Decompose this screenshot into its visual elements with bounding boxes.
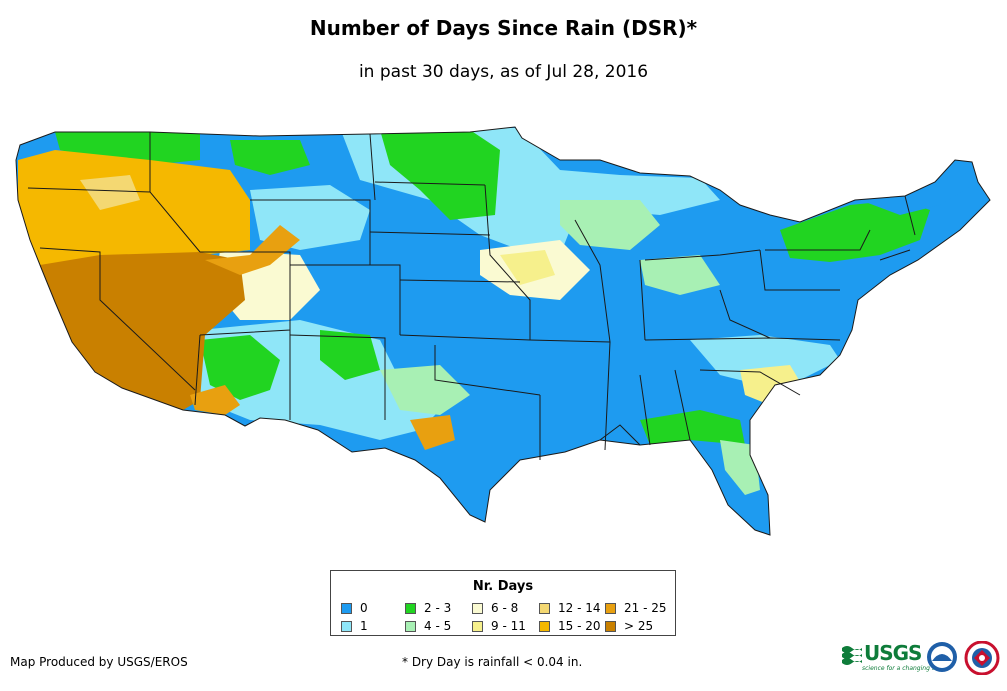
region-2-3-days-dakotas	[380, 130, 500, 220]
legend-title: Nr. Days	[472, 579, 534, 594]
usgs-tagline: science for a changing world	[862, 665, 949, 672]
region-21-25-days-utah	[205, 225, 300, 275]
region-1-day-carolinas	[690, 335, 840, 385]
legend-swatch	[341, 602, 352, 614]
map-credit: Map Produced by USGS/EROS	[10, 655, 188, 669]
state-borders	[15, 126, 991, 536]
region-21-25-days-texas	[410, 415, 455, 450]
legend-item-0: 0	[341, 601, 368, 615]
region-2-3-days-northeast	[780, 200, 930, 262]
us-dsr-map	[15, 126, 991, 536]
usgs-wave-icon	[842, 646, 862, 665]
legend-label: 1	[360, 619, 368, 633]
legend-item-1: 1	[341, 619, 368, 633]
nws-logo-icon	[964, 641, 1000, 675]
region-2-3-days-montana	[230, 140, 310, 175]
legend-swatch	[539, 602, 550, 614]
region-9-11-days-midwest	[500, 250, 555, 285]
legend-item-12-14: 12 - 14	[539, 601, 601, 615]
legend: Nr. Days 0 1 2 - 3 4 - 5 6 - 8 9 - 11 12…	[330, 570, 676, 636]
legend-item-over-25: > 25	[605, 619, 653, 633]
region-21-25-days-arizona	[190, 385, 240, 415]
region-4-5-days-texas	[380, 365, 470, 415]
legend-item-4-5: 4 - 5	[405, 619, 451, 633]
map-title: Number of Days Since Rain (DSR)*	[309, 16, 698, 40]
legend-label: 2 - 3	[424, 601, 452, 615]
region-2-3-days-arizona	[200, 335, 280, 400]
legend-label: 6 - 8	[491, 601, 519, 615]
legend-item-9-11: 9 - 11	[472, 619, 526, 633]
region-2-3-days-newmexico	[320, 330, 380, 380]
region-12-14-days-oregon	[80, 175, 140, 210]
legend-swatch	[472, 602, 483, 614]
region-over-25-days-southwest	[40, 252, 245, 410]
legend-swatch	[341, 620, 352, 632]
legend-item-21-25: 21 - 25	[605, 601, 667, 615]
legend-swatch	[472, 620, 483, 632]
usgs-wordmark: USGS	[864, 641, 922, 665]
legend-swatch	[405, 602, 416, 614]
legend-label: 15 - 20	[558, 619, 601, 633]
region-15-20-days-northwest	[18, 150, 250, 270]
legend-item-6-8: 6 - 8	[472, 601, 518, 615]
legend-swatch	[605, 602, 616, 614]
legend-swatch	[605, 620, 616, 632]
map-subtitle: in past 30 days, as of Jul 28, 2016	[358, 62, 649, 82]
legend-item-15-20: 15 - 20	[539, 619, 601, 633]
legend-label: 21 - 25	[624, 601, 667, 615]
legend-label: 4 - 5	[424, 619, 452, 633]
region-2-3-days-gulf	[640, 410, 745, 445]
legend-item-2-3: 2 - 3	[405, 601, 451, 615]
dry-day-footnote: * Dry Day is rainfall < 0.04 in.	[402, 655, 583, 669]
legend-label: 12 - 14	[558, 601, 601, 615]
legend-label: 9 - 11	[491, 619, 526, 633]
noaa-logo-icon	[927, 642, 957, 672]
usgs-logo-icon: USGS science for a changing world	[842, 641, 948, 673]
legend-label: 0	[360, 601, 368, 615]
legend-label: > 25	[624, 619, 654, 633]
legend-swatch	[539, 620, 550, 632]
legend-swatch	[405, 620, 416, 632]
region-4-5-days-ohio	[640, 255, 720, 295]
region-0-days-maine	[860, 160, 978, 215]
